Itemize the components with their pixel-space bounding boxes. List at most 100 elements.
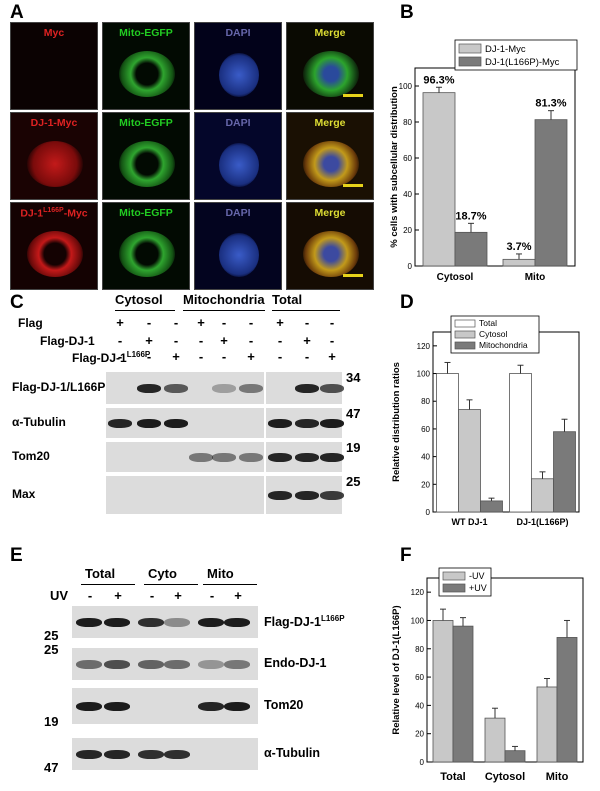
y-tick-label: 60	[421, 425, 430, 434]
micrograph-r2-c3: DAPI	[194, 112, 282, 200]
micrograph-title-text: Merge	[314, 207, 346, 219]
uv-sign: +	[234, 588, 242, 603]
band	[108, 419, 132, 428]
micrograph-title-text: Mito-EGFP	[119, 207, 173, 219]
micrograph-title-text: Mito-EGFP	[119, 117, 173, 129]
panel-e-label: E	[10, 545, 23, 566]
group-underline	[144, 584, 198, 585]
band	[76, 660, 102, 669]
group-underline	[203, 584, 257, 585]
group-label-1: Cytosol	[115, 292, 163, 307]
lane-sign: -	[146, 349, 152, 364]
mw-marker-4: 25	[346, 474, 361, 489]
blot-label-4: Max	[12, 487, 36, 501]
micrograph-title-text: DJ-1	[20, 207, 44, 220]
uv-sign: -	[209, 588, 215, 603]
bar-Cytosol-DJ-1(L166P)	[531, 478, 554, 513]
micrograph-title: Myc	[11, 27, 97, 39]
bar-DJ-1(L166P)-Myc-Mito	[534, 119, 568, 267]
micrograph-title-suffix: -Myc	[63, 207, 88, 220]
micrograph-r1-c3: DAPI	[194, 22, 282, 110]
chart-f: 0 20 40 60 80 100 120 Relative level of DJ-1(L1…	[391, 567, 584, 783]
micrograph-r1-c1: Myc	[10, 22, 98, 110]
group-underline	[115, 310, 175, 311]
lane-sign: +	[197, 315, 205, 330]
legend-label: -UV	[469, 571, 485, 581]
mw-marker-3: 19	[44, 714, 59, 729]
band	[320, 491, 344, 500]
blot-label-text: Endo-DJ-1	[264, 656, 327, 670]
y-axis-label: Relative distribution ratios	[391, 362, 402, 482]
mw-marker-4: 47	[44, 760, 59, 775]
band	[268, 491, 292, 500]
micrograph-title: Merge	[287, 27, 373, 39]
superscript: L166P	[320, 614, 345, 623]
uv-sign: +	[114, 588, 122, 603]
blot-label-2: Endo-DJ-1	[264, 656, 327, 670]
bar-Mitochondria-DJ-1(L166P)	[553, 431, 576, 513]
band	[164, 384, 188, 393]
y-tick-label: 40	[403, 190, 412, 199]
band	[189, 453, 213, 462]
scale-bar	[343, 94, 363, 97]
micrograph-r2-c2: Mito-EGFP	[102, 112, 190, 200]
bar--UV-Mito	[536, 686, 558, 763]
micrograph-title-text: Mito-EGFP	[119, 27, 173, 39]
lane-sign: -	[146, 315, 152, 330]
category-label: Mito	[525, 272, 546, 283]
band	[239, 453, 263, 462]
uv-label: UV	[50, 588, 69, 603]
lane-sign: +	[247, 349, 255, 364]
mw-marker-1: 34	[346, 370, 361, 385]
blot-label-text: Tom20	[264, 698, 304, 712]
lane-sign: -	[277, 333, 283, 348]
row-label-text: Flag	[18, 316, 43, 330]
y-tick-label: 80	[403, 118, 412, 127]
y-tick-label: 100	[411, 616, 425, 625]
micrograph-title: Merge	[287, 117, 373, 129]
y-tick-label: 20	[403, 226, 412, 235]
y-tick-label: 20	[421, 480, 430, 489]
blot-label-3: Tom20	[12, 449, 50, 463]
band	[224, 702, 250, 711]
band	[268, 419, 292, 428]
bar-Total-WT DJ-1	[436, 373, 459, 513]
group-underline	[272, 310, 340, 311]
band	[137, 384, 161, 393]
uv-sign: +	[174, 588, 182, 603]
lane-sign: -	[329, 315, 335, 330]
group-underline	[81, 584, 135, 585]
group-label-2: Mitochondria	[183, 292, 265, 307]
micrograph-title: DAPI	[195, 207, 281, 219]
group-label-3: Total	[272, 292, 303, 307]
group-label-2: Cyto	[148, 566, 177, 581]
micrograph-title-text: Merge	[314, 117, 346, 129]
panel-a-label: A	[10, 2, 24, 23]
micrograph-r1-c2: Mito-EGFP	[102, 22, 190, 110]
micrograph-title: Mito-EGFP	[103, 117, 189, 129]
scale-bar	[343, 184, 363, 187]
blot-strip	[106, 442, 264, 472]
row-label-text: Flag-DJ-1	[72, 351, 127, 365]
y-axis-label: Relative level of DJ-1(L166P)	[391, 605, 402, 734]
band	[164, 419, 188, 428]
legend-swatch	[454, 330, 476, 339]
chart-b: 0 20 40 60 80 100% cells with subcellular dis…	[389, 39, 578, 283]
micrograph-title-text: DAPI	[225, 27, 251, 39]
group-label-1: Total	[85, 566, 116, 581]
bar-DJ-1(L166P)-Myc-Cytosol	[454, 231, 488, 267]
legend-swatch	[442, 571, 466, 581]
y-tick-label: 0	[420, 758, 425, 767]
bar-Cytosol-WT DJ-1	[458, 409, 481, 513]
mw-marker-3: 19	[346, 440, 361, 455]
lane-sign: -	[248, 333, 254, 348]
category-label: WT DJ-1	[452, 517, 488, 527]
y-tick-label: 40	[421, 453, 430, 462]
bar--UV-Total	[432, 620, 454, 763]
band	[295, 453, 319, 462]
lane-sign: -	[248, 315, 254, 330]
micrograph-r2-c4: Merge	[286, 112, 374, 200]
band	[295, 419, 319, 428]
mw-marker-1: 25	[44, 628, 59, 643]
micrograph-title: DJ-1L166P-Myc	[11, 207, 97, 220]
